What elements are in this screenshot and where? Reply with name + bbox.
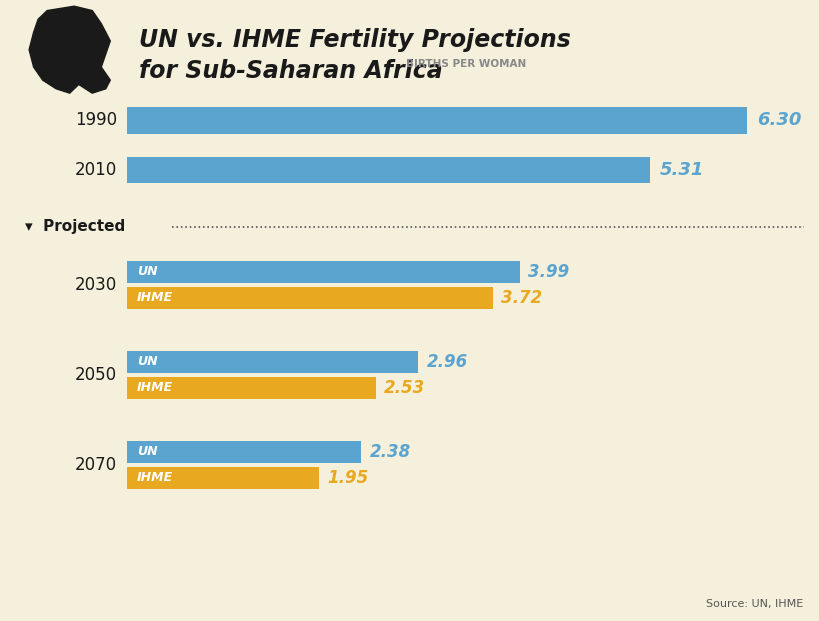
Text: for Sub-Saharan Africa: for Sub-Saharan Africa	[139, 59, 442, 83]
Text: 2030: 2030	[75, 276, 117, 294]
Text: 2.96: 2.96	[426, 353, 468, 371]
Text: UN: UN	[137, 445, 157, 458]
Text: BIRTHS PER WOMAN: BIRTHS PER WOMAN	[405, 59, 526, 69]
Text: Source: UN, IHME: Source: UN, IHME	[705, 599, 803, 609]
Text: 1.95: 1.95	[327, 469, 368, 487]
FancyBboxPatch shape	[127, 441, 361, 463]
Text: 2010: 2010	[75, 161, 117, 179]
FancyBboxPatch shape	[127, 157, 649, 183]
FancyBboxPatch shape	[127, 261, 519, 283]
Text: ▾  Projected: ▾ Projected	[25, 219, 124, 234]
Text: IHME: IHME	[137, 381, 173, 394]
Text: 2050: 2050	[75, 366, 117, 384]
Text: 3.72: 3.72	[500, 289, 542, 307]
Polygon shape	[29, 6, 110, 93]
FancyBboxPatch shape	[127, 377, 376, 399]
Text: 2.53: 2.53	[384, 379, 425, 397]
Text: IHME: IHME	[137, 471, 173, 484]
FancyBboxPatch shape	[127, 467, 319, 489]
Text: UN: UN	[137, 265, 157, 278]
Text: IHME: IHME	[137, 291, 173, 304]
FancyBboxPatch shape	[127, 287, 492, 309]
Text: 2.38: 2.38	[369, 443, 410, 461]
Text: 5.31: 5.31	[658, 161, 703, 179]
Text: 2070: 2070	[75, 456, 117, 474]
Text: UN vs. IHME Fertility Projections: UN vs. IHME Fertility Projections	[139, 28, 571, 52]
FancyBboxPatch shape	[127, 351, 418, 373]
Text: UN: UN	[137, 355, 157, 368]
Text: 3.99: 3.99	[527, 263, 568, 281]
Text: 1990: 1990	[75, 112, 117, 129]
Text: 6.30: 6.30	[756, 112, 800, 129]
FancyBboxPatch shape	[127, 107, 746, 134]
